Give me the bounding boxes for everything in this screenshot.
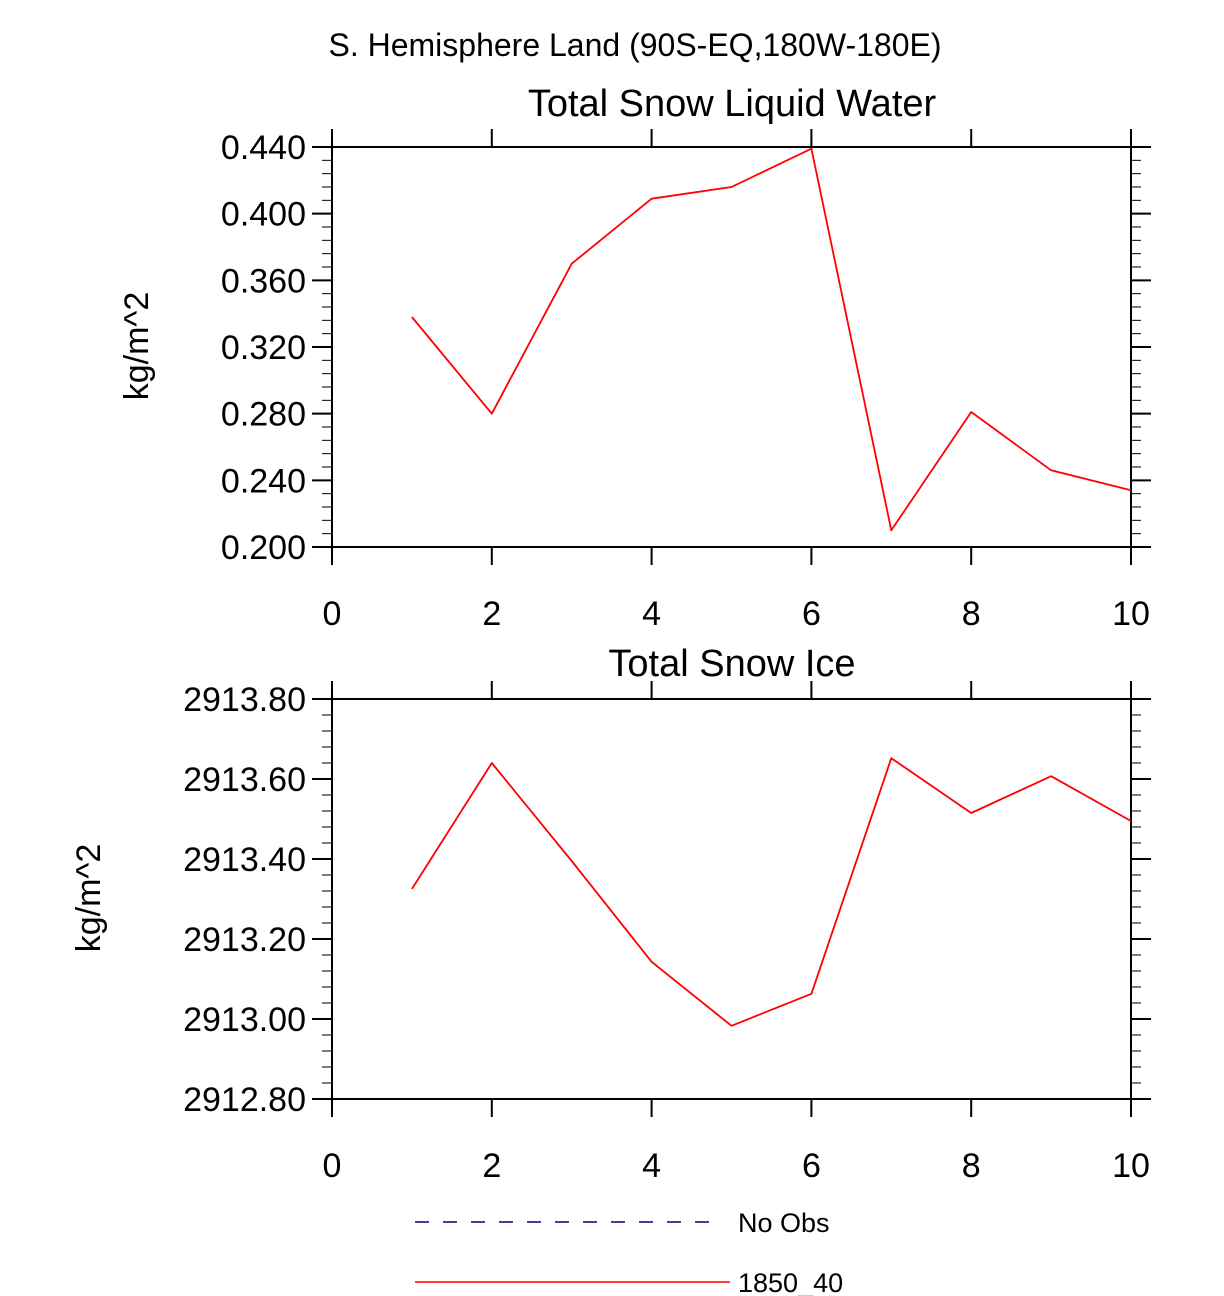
y-tick-labels: 2912.80 2913.00 2913.20 2913.40 2913.60 2913.… (183, 681, 306, 1119)
legend: No Obs 1850_40 (415, 1208, 843, 1296)
legend-label-1850-40: 1850_40 (738, 1268, 843, 1296)
x-tick-label: 6 (802, 1147, 821, 1185)
x-tick-label: 6 (802, 595, 821, 633)
chart-panel-liquid-water: Total Snow Liquid Water kg/m^2 0.200 0.24… (118, 83, 1151, 633)
major-ticks (312, 129, 1151, 565)
legend-label-no-obs: No Obs (738, 1208, 830, 1238)
x-tick-label: 10 (1112, 1147, 1150, 1185)
y-tick-labels: 0.200 0.240 0.280 0.320 0.360 0.400 0.440 (221, 129, 306, 567)
x-tick-label: 10 (1112, 595, 1150, 633)
y-tick-label: 2912.80 (183, 1081, 306, 1119)
y-tick-label: 2913.60 (183, 761, 306, 799)
series-group (411, 757, 1132, 1027)
y-tick-label: 2913.40 (183, 841, 306, 879)
figure-title: S. Hemisphere Land (90S-EQ,180W-180E) (328, 27, 941, 63)
y-tick-label: 0.440 (221, 129, 306, 167)
x-tick-label: 2 (482, 595, 501, 633)
minor-ticks (322, 714, 1141, 1084)
y-axis-label: kg/m^2 (70, 844, 108, 953)
chart-title: Total Snow Liquid Water (528, 83, 937, 125)
y-tick-label: 0.200 (221, 529, 306, 567)
y-tick-label: 2913.00 (183, 1001, 306, 1039)
minor-ticks (322, 159, 1141, 535)
series-line-1850_40 (411, 757, 1132, 1027)
series-group (411, 147, 1132, 532)
chart-title: Total Snow Ice (608, 643, 855, 685)
y-tick-label: 0.400 (221, 196, 306, 234)
y-tick-label: 2913.20 (183, 921, 306, 959)
x-tick-labels: 0 2 4 6 8 10 (323, 1147, 1150, 1185)
plot-frame (331, 146, 1132, 548)
y-tick-label: 2913.80 (183, 681, 306, 719)
major-ticks (312, 681, 1151, 1117)
y-tick-label: 0.320 (221, 329, 306, 367)
x-tick-label: 0 (323, 1147, 342, 1185)
y-axis-label: kg/m^2 (118, 292, 156, 401)
x-tick-label: 8 (962, 595, 981, 633)
y-tick-label: 0.360 (221, 262, 306, 300)
plot-frame (331, 698, 1132, 1100)
y-tick-label: 0.240 (221, 462, 306, 500)
chart-panel-snow-ice: Total Snow Ice kg/m^2 2912.80 2913.00 2913… (70, 643, 1151, 1185)
x-tick-label: 8 (962, 1147, 981, 1185)
x-tick-label: 4 (642, 595, 661, 633)
series-line-1850_40 (411, 147, 1132, 532)
x-tick-label: 4 (642, 1147, 661, 1185)
x-tick-labels: 0 2 4 6 8 10 (323, 595, 1150, 633)
x-tick-label: 2 (482, 1147, 501, 1185)
y-tick-label: 0.280 (221, 396, 306, 434)
x-tick-label: 0 (323, 595, 342, 633)
